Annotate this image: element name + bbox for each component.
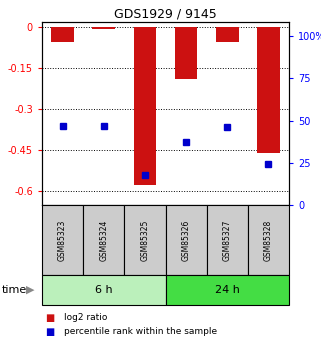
Bar [134,28,156,185]
Bar [42,275,166,305]
Text: ■: ■ [45,313,55,323]
Bar [83,205,124,275]
Text: ▶: ▶ [26,285,35,295]
Text: GSM85323: GSM85323 [58,219,67,261]
Bar [175,28,197,79]
Bar [248,205,289,275]
Text: 24 h: 24 h [215,285,240,295]
Text: GSM85324: GSM85324 [99,219,108,261]
Bar [92,28,115,29]
Bar [166,205,207,275]
Text: percentile rank within the sample: percentile rank within the sample [65,327,218,336]
Text: 6 h: 6 h [95,285,113,295]
Bar [124,205,166,275]
Bar [216,28,239,42]
Text: log2 ratio: log2 ratio [65,314,108,323]
Text: time: time [2,285,27,295]
Text: GSM85328: GSM85328 [264,219,273,260]
Text: GSM85327: GSM85327 [223,219,232,261]
Bar [51,28,74,42]
Title: GDS1929 / 9145: GDS1929 / 9145 [114,8,217,21]
Text: GSM85325: GSM85325 [140,219,149,261]
Bar [257,28,280,153]
Bar [207,205,248,275]
Bar [166,275,289,305]
Text: GSM85326: GSM85326 [182,219,191,261]
Bar [42,205,83,275]
Text: ■: ■ [45,327,55,337]
